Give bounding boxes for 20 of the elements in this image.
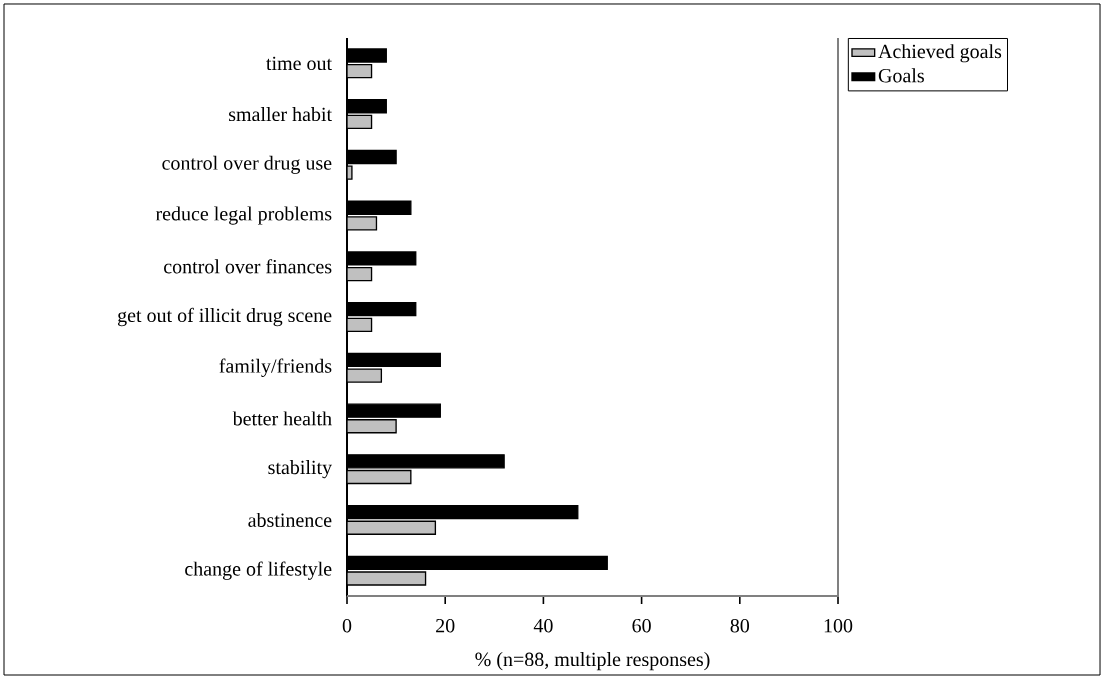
- y-tick-label: better health: [232, 411, 332, 426]
- x-tick-label: 60: [632, 618, 651, 633]
- legend-label: Goals: [878, 68, 924, 83]
- x-tick-label: 20: [436, 618, 455, 633]
- y-tick-label: stability: [268, 460, 332, 479]
- x-tick-label: 0: [342, 618, 352, 633]
- y-tick-label: change of lifestyle: [185, 561, 332, 580]
- y-tick-label: smaller habit: [229, 107, 332, 122]
- y-tick-label: abstinence: [248, 512, 332, 527]
- x-axis-title: % (n=88, multiple responses): [475, 652, 710, 671]
- x-tick-label: 80: [730, 618, 750, 633]
- y-tick-label: reduce legal problems: [155, 206, 332, 225]
- y-tick-label: get out of illicit drug scene: [117, 307, 332, 327]
- y-tick-label: control over finances: [164, 259, 332, 274]
- x-tick-label: 40: [533, 618, 553, 633]
- y-tick-label: control over drug use: [162, 155, 332, 174]
- y-tick-label: time out: [266, 56, 332, 71]
- x-tick-label: 100: [824, 618, 853, 633]
- legend-label: Achieved goals: [878, 44, 1002, 63]
- y-tick-label: family/friends: [219, 358, 332, 377]
